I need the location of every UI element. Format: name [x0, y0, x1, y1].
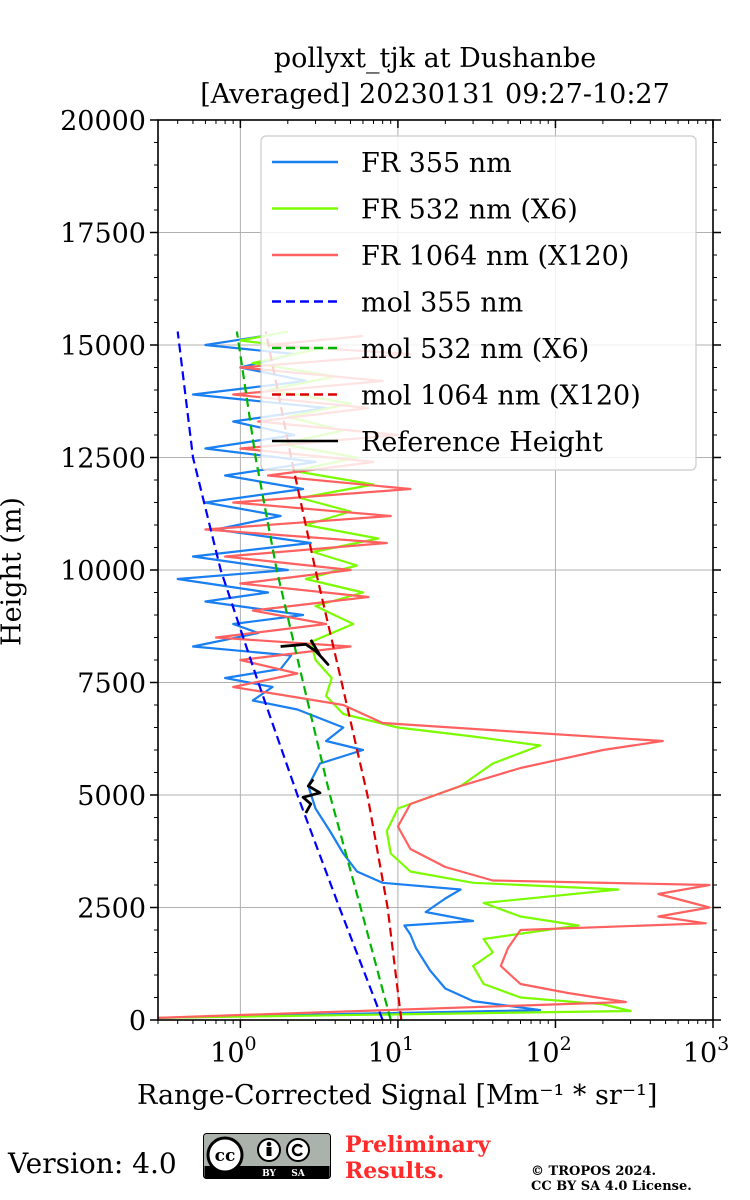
- series-reference-height-line: [301, 778, 322, 814]
- legend: FR 355 nm FR 532 nm (X6) FR 1064 nm (X120)…: [260, 135, 697, 471]
- legend-entry-label: mol 532 nm (X6): [361, 334, 589, 365]
- y-axis-label: Height (m): [0, 497, 28, 646]
- copyright-line1: © TROPOS 2024.: [531, 1164, 657, 1179]
- cc-by-text: BY: [262, 1169, 276, 1179]
- x-tick-label: 100: [210, 1033, 256, 1069]
- legend-entry-label: Reference Height: [361, 427, 603, 458]
- series-reference-height-line: [280, 639, 330, 666]
- chart-title-line2: [Averaged] 20230131 09:27-10:27: [200, 79, 670, 110]
- series-mol-355-nm-line: [176, 331, 384, 1020]
- legend-entry-label: FR 1064 nm (X120): [361, 241, 629, 272]
- cc-text: cc: [215, 1146, 236, 1166]
- legend-box: [260, 135, 697, 471]
- y-tick-label: 20000: [60, 106, 146, 137]
- x-axis-label-text: Range-Corrected Signal [Mm⁻¹ * sr⁻¹]: [137, 1080, 658, 1111]
- series-fr-355-nm-line: [158, 334, 542, 1019]
- ticks: 100 101 102 103 0 2500 5000 7500 10000 12500 15000…: [60, 106, 729, 1069]
- y-tick-label: 0: [129, 1006, 146, 1037]
- preliminary-line2: Results.: [345, 1158, 445, 1184]
- version-label: Version: 4.0: [8, 1147, 177, 1180]
- series-mol-532-nm-x6-line: [235, 331, 392, 1020]
- x-tick-label: 101: [368, 1033, 414, 1069]
- series-mol-1064-nm-x120-line: [264, 331, 403, 1020]
- copyright-note: © TROPOS 2024. CC BY SA 4.0 License.: [531, 1164, 692, 1194]
- x-axis-label: Range-Corrected Signal [Mm⁻¹ * sr⁻¹]: [137, 1080, 747, 1111]
- x-tick-label: 103: [683, 1033, 729, 1069]
- preliminary-results-note: Preliminary Results.: [345, 1132, 490, 1184]
- cc-by-sa-icon: cc BY SA: [203, 1133, 331, 1183]
- y-tick-label: 15000: [60, 331, 146, 362]
- legend-entry-label: mol 355 nm: [361, 288, 523, 319]
- copyright-line2: CC BY SA 4.0 License.: [531, 1179, 692, 1194]
- y-tick-label: 12500: [60, 444, 146, 475]
- y-tick-label: 2500: [77, 894, 146, 925]
- legend-entry-label: FR 532 nm (X6): [361, 195, 578, 226]
- chart-title-line1: pollyxt_tjk at Dushanbe: [273, 43, 597, 74]
- x-tick-label: 102: [525, 1033, 571, 1069]
- cc-sa-text: SA: [291, 1169, 305, 1179]
- preliminary-line1: Preliminary: [345, 1132, 491, 1158]
- y-tick-label: 7500: [77, 669, 146, 700]
- legend-entry-label: FR 355 nm: [361, 148, 512, 179]
- y-tick-label: 5000: [77, 781, 146, 812]
- legend-entry-label: mol 1064 nm (X120): [361, 381, 641, 412]
- y-tick-label: 17500: [60, 219, 146, 250]
- y-tick-label: 10000: [60, 556, 146, 587]
